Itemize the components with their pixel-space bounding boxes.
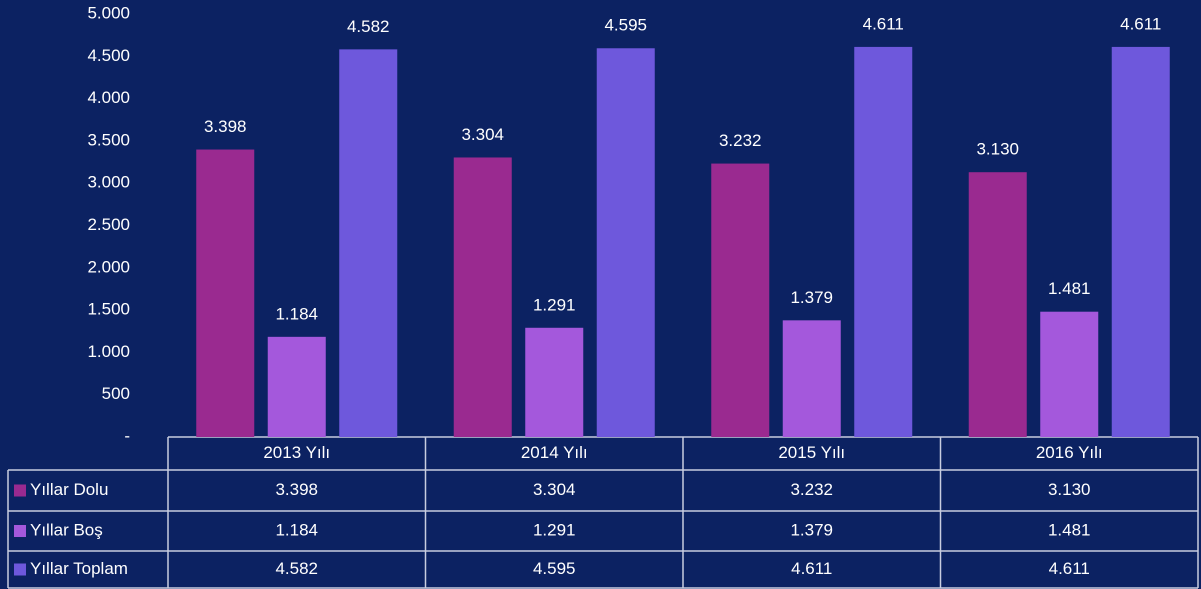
legend-label: Yıllar Dolu [30,480,108,499]
bar [711,163,770,437]
bar [339,49,398,438]
table-cell: 1.379 [790,520,833,539]
table-cell: 3.398 [275,480,318,499]
table-cell: 4.611 [1049,559,1090,578]
table-cell: 3.304 [533,480,576,499]
table-cell: 1.481 [1048,520,1091,539]
data-label: 4.582 [347,17,390,36]
bar [267,336,326,437]
bar [596,48,655,437]
data-label: 3.398 [204,117,247,136]
x-tick-label: 2016 Yılı [1036,443,1103,462]
data-label: 3.232 [719,131,762,150]
table-cell: 4.595 [533,559,576,578]
table-cell: 4.582 [275,559,318,578]
bar [782,320,841,437]
y-tick-label: 4.500 [87,46,130,65]
data-label: 3.130 [976,140,1019,159]
y-tick-label: 2.000 [87,257,130,276]
data-label: 1.184 [275,304,318,323]
y-tick-label: - [124,426,130,445]
bar [854,46,913,438]
table-cell: 1.291 [533,520,576,539]
table-cell: 3.130 [1048,480,1091,499]
y-tick-label: 1.500 [87,300,130,319]
y-tick-label: 4.000 [87,88,130,107]
data-label: 1.291 [533,295,576,314]
legend-label: Yıllar Boş [30,520,103,539]
bar [525,327,584,437]
data-label: 4.595 [604,16,647,35]
data-label: 1.379 [790,288,833,307]
y-tick-label: 500 [102,384,130,403]
bar [453,157,512,437]
x-tick-label: 2015 Yılı [778,443,845,462]
data-label: 4.611 [863,14,904,33]
bar [968,172,1027,437]
data-label: 3.304 [461,125,504,144]
table-cell: 3.232 [790,480,833,499]
y-tick-label: 3.000 [87,173,130,192]
y-tick-label: 5.000 [87,3,130,22]
data-label: 1.481 [1048,279,1091,298]
y-tick-label: 1.000 [87,342,130,361]
y-tick-label: 2.500 [87,215,130,234]
bar [1040,311,1099,437]
legend-label: Yıllar Toplam [30,559,128,578]
legend-swatch [14,525,26,537]
bar [1111,46,1170,438]
bar [196,149,255,437]
y-tick-label: 3.500 [87,130,130,149]
legend-swatch [14,563,26,576]
x-tick-label: 2014 Yılı [521,443,588,462]
data-label: 4.611 [1120,14,1161,33]
x-tick-label: 2013 Yılı [263,443,330,462]
table-cell: 4.611 [791,559,832,578]
legend-swatch [14,484,26,497]
table-cell: 1.184 [275,520,318,539]
